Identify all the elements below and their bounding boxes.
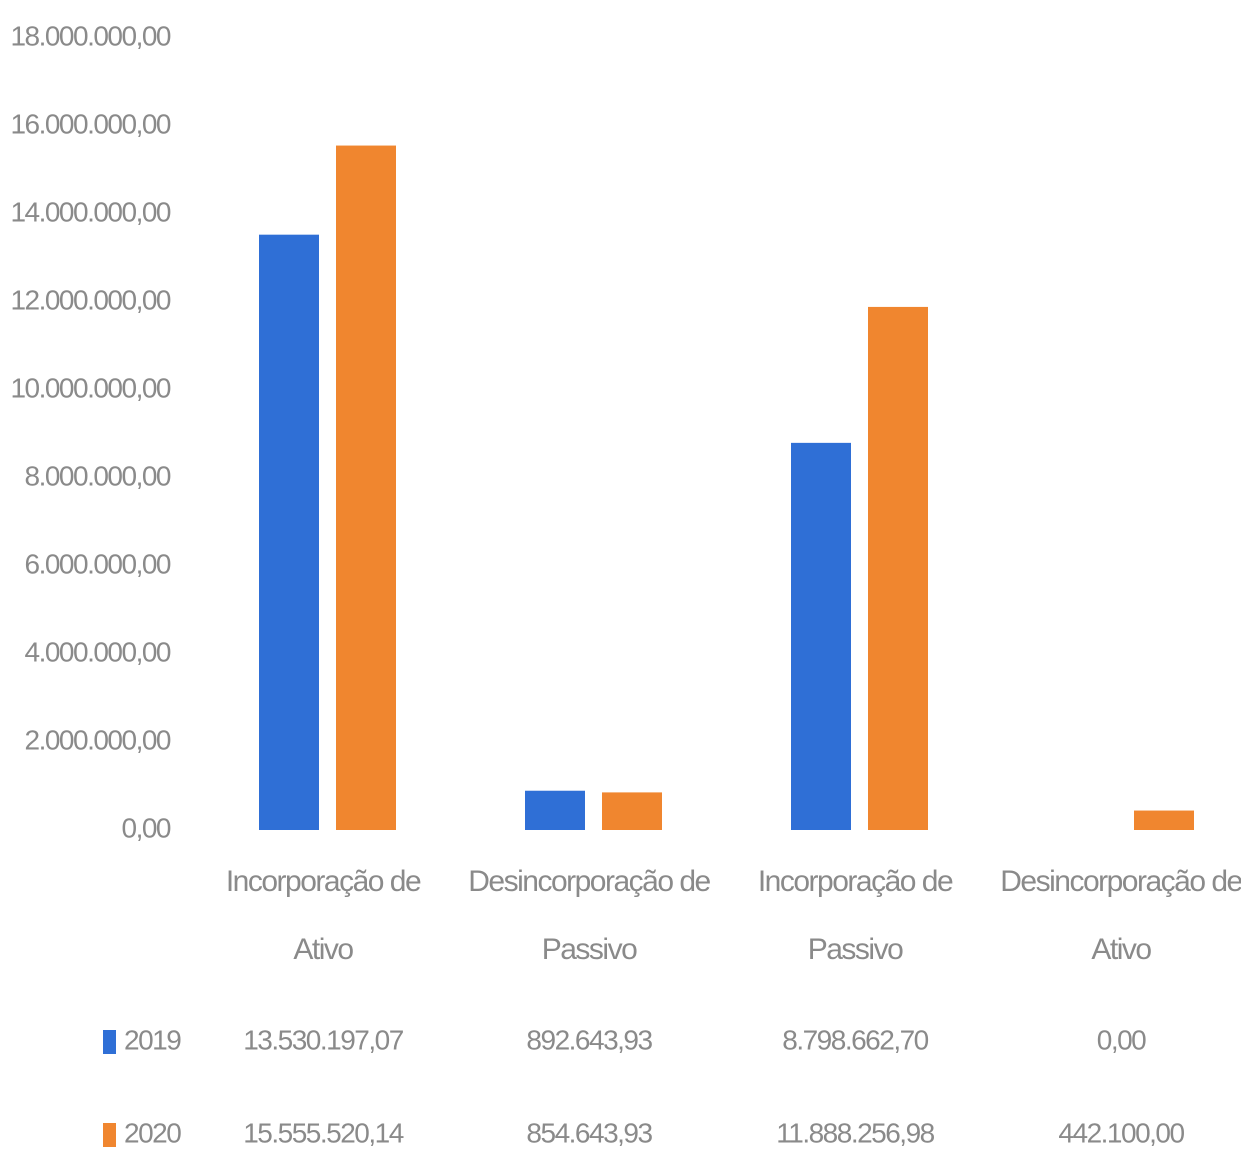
legend-label: 2019	[124, 1024, 181, 1055]
y-tick-label: 0,00	[122, 812, 171, 843]
x-tick-label: Incorporação de Passivo	[757, 865, 954, 966]
y-tick-label: 18.000.000,00	[10, 20, 170, 51]
x-tick-label: Incorporação de Ativo	[225, 865, 422, 966]
value-label: 8.798.662,70	[782, 1024, 928, 1055]
bar	[525, 790, 585, 830]
bar	[791, 442, 851, 830]
value-label: 0,00	[1097, 1024, 1146, 1055]
y-tick-label: 4.000.000,00	[25, 636, 171, 667]
y-tick-label: 8.000.000,00	[25, 460, 171, 491]
y-tick-label: 6.000.000,00	[25, 548, 171, 579]
bar	[336, 145, 396, 830]
x-tick-label: Desincorporação de Ativo	[1000, 865, 1241, 966]
bar	[1134, 810, 1194, 830]
y-tick-label: 10.000.000,00	[10, 372, 170, 403]
bar	[259, 234, 319, 830]
value-label: 892.643,93	[526, 1024, 652, 1055]
bar	[602, 792, 662, 830]
value-label: 13.530.197,07	[243, 1024, 403, 1055]
value-label: 15.555.520,14	[243, 1117, 403, 1148]
value-label: 854.643,93	[526, 1117, 652, 1148]
y-tick-label: 14.000.000,00	[10, 196, 170, 227]
legend-label: 2020	[124, 1117, 181, 1148]
legend-swatch	[103, 1030, 116, 1054]
value-label: 442.100,00	[1058, 1117, 1184, 1148]
bar	[868, 306, 928, 830]
y-tick-label: 12.000.000,00	[10, 284, 170, 315]
y-tick-label: 16.000.000,00	[10, 108, 170, 139]
y-tick-label: 2.000.000,00	[25, 724, 171, 755]
value-label: 11.888.256,98	[776, 1117, 934, 1148]
x-tick-label: Desincorporação de Passivo	[468, 865, 711, 966]
legend-swatch	[103, 1123, 116, 1147]
